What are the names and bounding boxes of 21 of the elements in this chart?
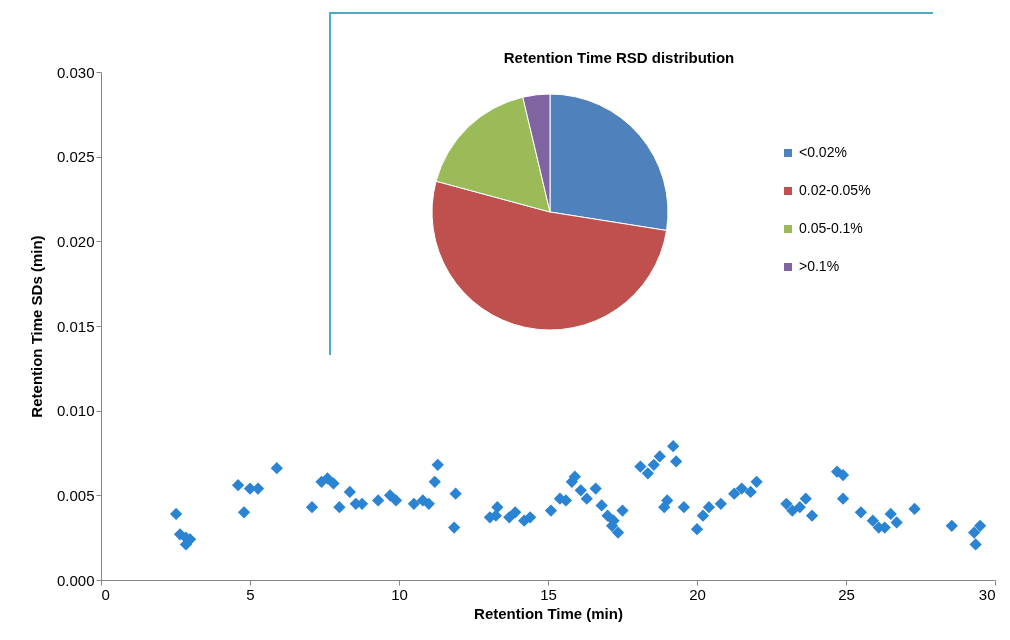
y-tick-label: 0.015 [56, 317, 95, 335]
legend-label: 0.02-0.05% [799, 182, 871, 198]
y-axis-title: Retention Time SDs (min) [27, 235, 45, 418]
y-tick-label: 0.010 [56, 402, 95, 420]
x-tick-label: 20 [689, 585, 706, 603]
chart-title: Retention Time RSD distribution [503, 49, 735, 66]
legend-label: 0.05-0.1% [799, 220, 863, 236]
x-tick-label: 5 [246, 585, 255, 603]
x-tick-label: 25 [838, 585, 855, 603]
x-tick-label: 0 [101, 585, 110, 603]
x-tick-label: 15 [540, 585, 557, 603]
x-tick-label: 30 [978, 585, 996, 603]
y-tick-label: 0.020 [56, 232, 95, 250]
legend-label: >0.1% [799, 258, 840, 274]
y-tick-label: 0.025 [56, 148, 95, 166]
y-tick-label: 0.005 [56, 486, 95, 504]
x-axis-title: Retention Time (min) [474, 604, 623, 622]
legend-label: <0.02% [799, 144, 847, 160]
y-tick-label: 0.000 [56, 571, 95, 589]
y-tick-label: 0.030 [56, 63, 95, 81]
x-tick-label: 10 [391, 585, 408, 603]
